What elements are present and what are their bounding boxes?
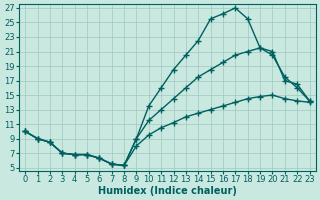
X-axis label: Humidex (Indice chaleur): Humidex (Indice chaleur) <box>98 186 237 196</box>
